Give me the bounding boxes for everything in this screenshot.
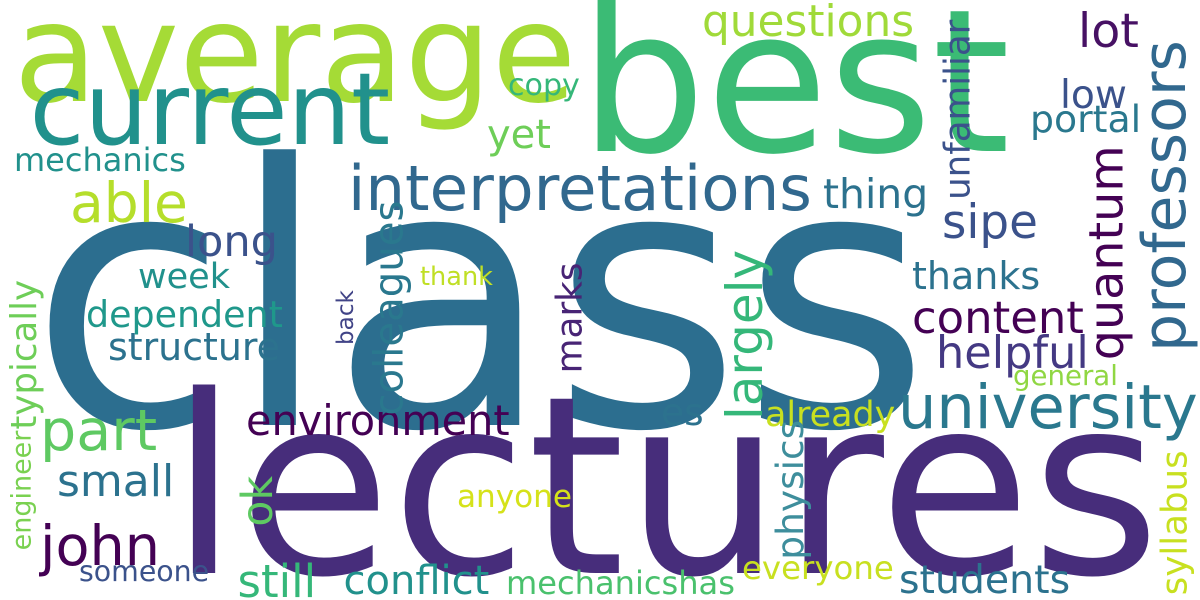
word-anyone: anyone <box>457 478 573 515</box>
word-physics: physics <box>768 419 813 560</box>
word-lectures: lectures <box>169 342 1161 600</box>
word-largely: largely <box>716 249 775 421</box>
word-quantum: quantum <box>1079 144 1135 360</box>
word-small: small <box>57 456 175 507</box>
word-es: es <box>661 390 704 434</box>
word-yet: yet <box>487 112 551 158</box>
word-marks: marks <box>549 261 591 373</box>
word-copy: copy <box>508 68 580 103</box>
word-conflict: conflict <box>343 558 490 600</box>
word-long: long <box>185 216 279 267</box>
word-john: john <box>40 514 160 579</box>
word-sipe: sipe <box>942 195 1038 250</box>
word-typically: typically <box>4 279 46 430</box>
word-students: students <box>899 556 1071 600</box>
word-low: low <box>1060 72 1127 118</box>
word-helpful: helpful <box>936 326 1089 379</box>
word-class: class <box>29 87 931 511</box>
word-colleagues: colleagues <box>365 200 412 416</box>
word-structure: structure <box>108 325 280 369</box>
word-engineer: engineer <box>6 430 38 550</box>
word-questions: questions <box>702 0 915 47</box>
word-environment: environment <box>246 396 510 445</box>
word-syllabus: syllabus <box>1154 449 1196 595</box>
word-ok: ok <box>233 475 283 527</box>
word-mechanics: mechanics <box>14 141 186 179</box>
word-week: week <box>138 256 230 297</box>
word-professors: professors <box>1129 40 1200 352</box>
word-lot: lot <box>1078 4 1139 59</box>
word-average: average <box>13 0 577 134</box>
word-dependent: dependent <box>86 293 283 336</box>
word-thank: thank <box>420 262 493 292</box>
word-part: part <box>40 397 158 464</box>
word-back: back <box>332 290 359 345</box>
word-thanks: thanks <box>912 254 1041 298</box>
word-unfamiliar: unfamiliar <box>937 19 979 200</box>
word-portal: portal <box>1030 97 1142 141</box>
word-still: still <box>237 554 317 600</box>
word-mechanicshas: mechanicshas <box>506 564 735 600</box>
word-university: university <box>898 372 1198 443</box>
word-general: general <box>1013 359 1118 392</box>
word-thing: thing <box>823 169 929 218</box>
word-current: current <box>29 51 391 168</box>
word-someone: someone <box>79 555 210 588</box>
word-already: already <box>765 394 896 435</box>
word-everyone: everyone <box>742 549 894 587</box>
word-best: best <box>579 0 1011 198</box>
word-interpretations: interpretations <box>348 151 812 225</box>
word-content: content <box>912 290 1084 344</box>
word-able: able <box>70 170 188 235</box>
